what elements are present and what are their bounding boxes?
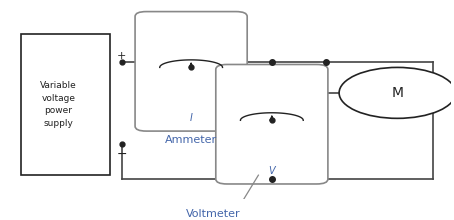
FancyBboxPatch shape <box>21 34 110 175</box>
Text: Variable
voltage
power
supply: Variable voltage power supply <box>40 81 77 128</box>
Text: M: M <box>391 86 404 100</box>
Text: V: V <box>268 166 275 176</box>
Text: Voltmeter: Voltmeter <box>186 209 241 219</box>
Text: I: I <box>190 113 192 123</box>
FancyBboxPatch shape <box>216 64 328 184</box>
Text: Ammeter: Ammeter <box>165 135 217 145</box>
FancyBboxPatch shape <box>135 12 247 131</box>
Text: −: − <box>116 147 127 160</box>
Circle shape <box>339 67 454 118</box>
Text: +: + <box>117 51 126 61</box>
